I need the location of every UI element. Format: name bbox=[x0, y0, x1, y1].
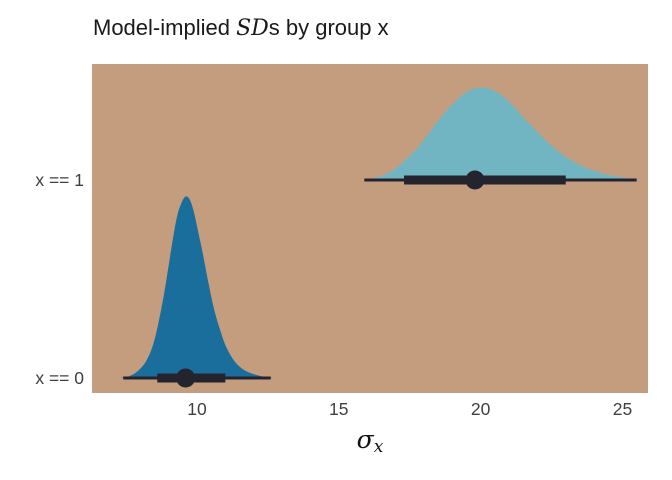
x-tick-label: 25 bbox=[613, 399, 632, 419]
x-tick-label: 20 bbox=[471, 399, 491, 419]
chart-title-suffix: s by group x bbox=[268, 15, 389, 40]
density-area-0 bbox=[120, 196, 274, 378]
point-estimate-0 bbox=[176, 368, 196, 388]
y-axis-label: x == 1 bbox=[35, 170, 84, 190]
x-tick-label: 10 bbox=[187, 399, 207, 419]
sigma-symbol: σ bbox=[356, 425, 374, 454]
y-axis-label: x == 0 bbox=[35, 368, 84, 388]
chart-title: Model-implied SDs by group x bbox=[93, 15, 389, 41]
sigma-subscript: x bbox=[373, 437, 384, 457]
x-axis-title: σx bbox=[92, 425, 648, 457]
x-tick-label: 15 bbox=[329, 399, 348, 419]
chart-title-prefix: Model-implied bbox=[93, 15, 237, 40]
point-estimate-1 bbox=[465, 170, 485, 190]
density-area-1 bbox=[361, 87, 640, 180]
chart-title-italic-sd: SD bbox=[236, 16, 269, 41]
